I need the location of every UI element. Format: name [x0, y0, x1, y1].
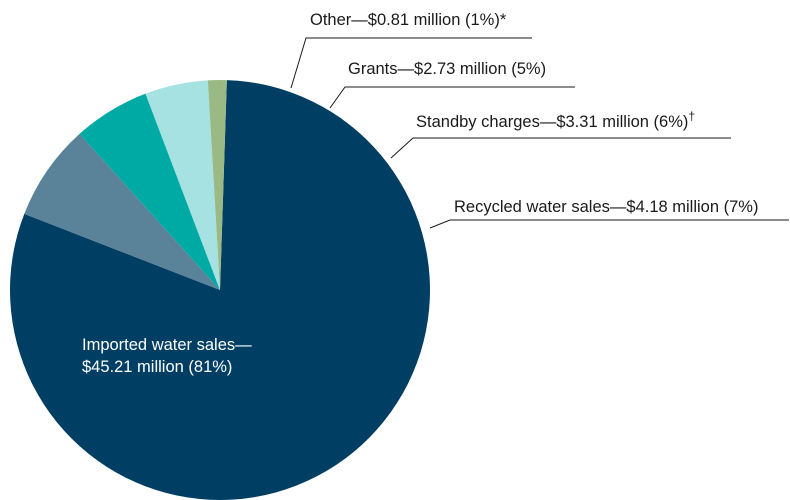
- leader-line-grants: [329, 86, 575, 109]
- pie-slice-other: [207, 79, 227, 290]
- footnote-dagger: †: [688, 109, 695, 123]
- label-recycled: Recycled water sales—$4.18 million (7%): [454, 198, 758, 216]
- pie-slice-imported-water-sales: [10, 80, 431, 500]
- label-standby: Standby charges—$3.31 million (6%)†: [416, 109, 695, 131]
- label-grants: Grants—$2.73 million (5%): [348, 60, 546, 78]
- label-other: Other—$0.81 million (1%)*: [310, 11, 507, 29]
- pie-slice-standby-charges: [79, 93, 220, 290]
- leader-line-standby: [390, 137, 731, 159]
- leader-line-other: [290, 37, 532, 89]
- leader-line-recycled: [429, 219, 789, 229]
- pie-slice-recycled-water-sales: [24, 133, 220, 290]
- pie-slices: [10, 79, 431, 500]
- pie-slice-grants: [145, 80, 220, 290]
- label-imported-line1: Imported water sales—: [82, 336, 252, 354]
- label-imported-line2: $45.21 million (81%): [82, 358, 232, 376]
